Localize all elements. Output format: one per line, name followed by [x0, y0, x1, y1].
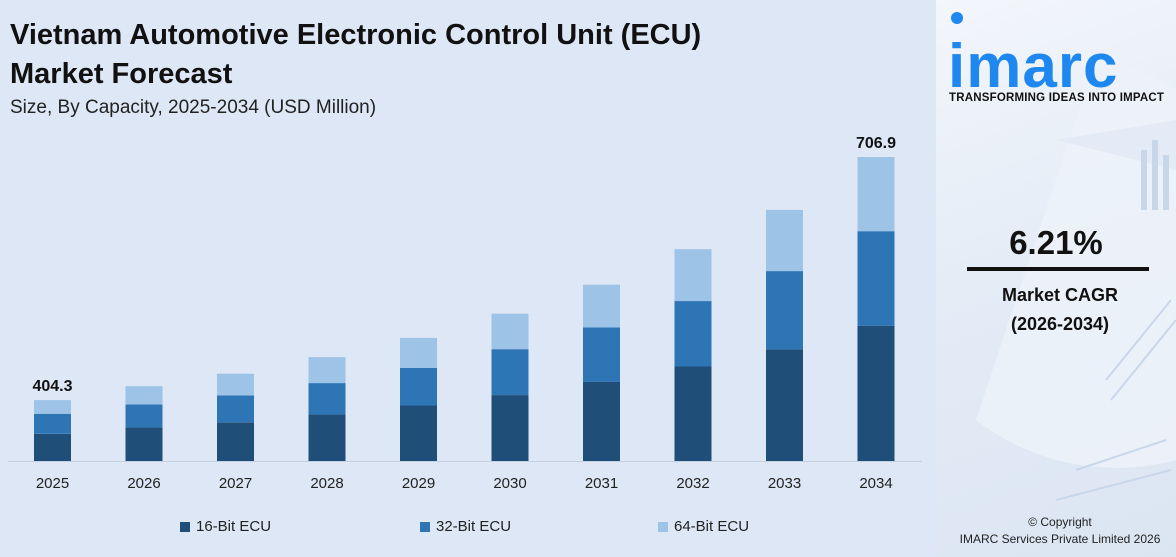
logo-tagline: TRANSFORMING IDEAS INTO IMPACT: [949, 92, 1165, 104]
cagr-value: 6.21%: [1009, 224, 1103, 261]
background-decoration: [976, 60, 1176, 501]
x-tick-label-2033: 2033: [768, 475, 801, 492]
bar-2025-16-bit-ecu: [34, 433, 71, 461]
x-tick-label-2032: 2032: [676, 475, 709, 492]
bar-2030-16-bit-ecu: [491, 395, 529, 461]
bar-2026-16-bit-ecu: [125, 427, 163, 461]
copyright: © Copyright IMARC Services Private Limit…: [936, 514, 1176, 548]
x-tick-label-2031: 2031: [585, 475, 618, 492]
legend-swatch-32-bit: [420, 521, 430, 532]
bar-2032-16-bit-ecu: [674, 366, 712, 461]
bar-chart: 2025 2026 2027 2028 2029 2030 2031 2032 2033 2034…: [8, 135, 922, 492]
bar-2030-64-bit-ecu: [491, 313, 529, 350]
bar-2029-16-bit-ecu: [400, 405, 437, 461]
bar-2025-32-bit-ecu: [34, 413, 71, 434]
legend-item-64-bit: 64-Bit ECU: [658, 518, 749, 535]
bar-2028-64-bit-ecu: [308, 357, 346, 384]
x-tick-label-2027: 2027: [219, 475, 252, 492]
bar-2033-32-bit-ecu: [766, 271, 803, 350]
chart-panel: Vietnam Automotive Electronic Control Un…: [0, 0, 936, 557]
bar-2029-32-bit-ecu: [400, 367, 437, 406]
bar-2026-32-bit-ecu: [125, 404, 163, 428]
x-tick-label-2030: 2030: [493, 475, 526, 492]
bar-2025-64-bit-ecu: [34, 400, 71, 414]
chart-title-line-2: Market Forecast: [10, 58, 233, 90]
logo-dot: [951, 12, 963, 24]
bar-2026-64-bit-ecu: [125, 386, 163, 405]
copyright-line-1: © Copyright: [1028, 515, 1092, 529]
cagr-label: Market CAGR: [1001, 285, 1119, 305]
legend-item-32-bit: 32-Bit ECU: [420, 518, 511, 535]
x-tick-label-2028: 2028: [310, 475, 343, 492]
legend-label-32-bit: 32-Bit ECU: [436, 518, 512, 535]
chart-subtitle: Size, By Capacity, 2025-2034 (USD Millio…: [10, 97, 377, 118]
bar-2031-64-bit-ecu: [583, 284, 620, 328]
bar-2032-64-bit-ecu: [674, 249, 712, 301]
bar-2034-32-bit-ecu: [857, 231, 895, 326]
data-label-2025: 404.3: [32, 378, 72, 395]
legend-label-16-bit: 16-Bit ECU: [196, 518, 272, 535]
chart-title: Vietnam Automotive Electronic Control Un…: [10, 16, 910, 94]
bar-2027-16-bit-ecu: [217, 422, 254, 461]
side-panel: imarc TRANSFORMING IDEAS INTO IMPACT 6.2…: [936, 0, 1176, 557]
imarc-logo: imarc: [948, 32, 1119, 101]
bar-2034-16-bit-ecu: [857, 325, 895, 461]
bar-2032-32-bit-ecu: [674, 301, 712, 367]
legend-swatch-64-bit: [658, 521, 668, 532]
bar-2033-16-bit-ecu: [766, 349, 803, 461]
bar-2031-16-bit-ecu: [583, 381, 620, 461]
cagr-divider: [967, 267, 1149, 271]
bar-2030-32-bit-ecu: [491, 349, 529, 396]
cagr-period: (2026-2034): [1010, 314, 1110, 334]
chart-title-line-1: Vietnam Automotive Electronic Control Un…: [10, 19, 702, 51]
copyright-line-2: IMARC Services Private Limited 2026: [959, 532, 1161, 546]
legend: 16-Bit ECU 32-Bit ECU 64-Bit ECU: [0, 518, 936, 540]
bar-2027-64-bit-ecu: [217, 373, 254, 396]
x-tick-label-2029: 2029: [402, 475, 435, 492]
bar-2029-64-bit-ecu: [400, 337, 437, 368]
x-tick-label-2025: 2025: [36, 475, 69, 492]
legend-swatch-16-bit: [180, 521, 190, 532]
bar-2028-32-bit-ecu: [308, 383, 346, 415]
bar-2033-64-bit-ecu: [766, 209, 803, 272]
bar-2034-64-bit-ecu: [857, 157, 895, 232]
data-label-2034: 706.9: [856, 135, 896, 152]
legend-label-64-bit: 64-Bit ECU: [674, 518, 750, 535]
x-tick-label-2026: 2026: [127, 475, 160, 492]
bar-2031-32-bit-ecu: [583, 327, 620, 382]
x-tick-label-2034: 2034: [859, 475, 892, 492]
legend-item-16-bit: 16-Bit ECU: [180, 518, 271, 535]
bar-2027-32-bit-ecu: [217, 395, 254, 423]
bar-2028-16-bit-ecu: [308, 414, 346, 461]
